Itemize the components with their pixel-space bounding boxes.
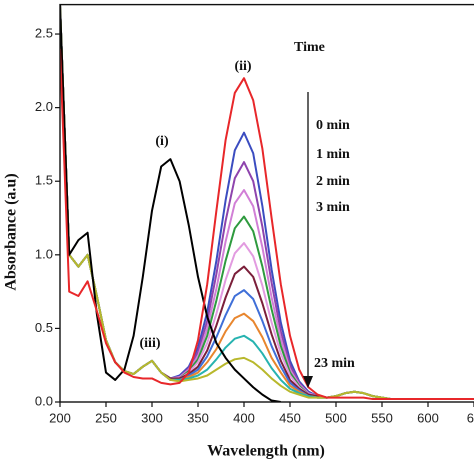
y-tick-label: 0.0 <box>35 393 53 408</box>
series-line <box>60 4 474 401</box>
x-tick-label: 200 <box>49 410 71 425</box>
annotation: 23 min <box>314 356 355 371</box>
y-tick-label: 1.0 <box>35 246 53 261</box>
y-axis-title: Absorbance (a.u) <box>3 173 20 290</box>
series-line <box>60 48 474 401</box>
plot-area <box>60 4 474 402</box>
x-tick-label: 350 <box>187 410 209 425</box>
x-tick-label: 65 <box>467 410 474 425</box>
annotation: (i) <box>155 134 169 149</box>
x-axis-title: Wavelength (nm) <box>207 443 325 460</box>
y-tick-label: 0.5 <box>35 320 53 335</box>
time-arrowhead <box>303 376 313 388</box>
y-tick-label: 1.5 <box>35 173 53 188</box>
series-line <box>60 4 474 401</box>
series-line <box>60 4 474 401</box>
annotation: 1 min <box>316 147 350 162</box>
annotation: 0 min <box>316 118 350 133</box>
x-tick-label: 250 <box>95 410 117 425</box>
annotation: Time <box>294 40 325 55</box>
series-line <box>60 4 474 401</box>
annotation: 3 min <box>316 200 350 215</box>
x-tick-label: 450 <box>279 410 301 425</box>
annotation: (ii) <box>234 59 251 74</box>
y-tick-label: 2.0 <box>35 99 53 114</box>
x-tick-label: 500 <box>325 410 347 425</box>
annotation: (iii) <box>140 336 161 351</box>
series-line <box>60 4 474 401</box>
y-tick-label: 2.5 <box>35 25 53 40</box>
series-line <box>60 4 474 401</box>
series-line <box>60 4 474 401</box>
annotation: 2 min <box>316 174 350 189</box>
series-line <box>60 4 474 401</box>
x-tick-label: 300 <box>141 410 163 425</box>
series-line <box>60 4 474 401</box>
plot-frame <box>59 3 474 403</box>
x-tick-label: 550 <box>371 410 393 425</box>
x-tick-label: 600 <box>417 410 439 425</box>
x-tick-label: 400 <box>233 410 255 425</box>
series-line <box>60 4 474 401</box>
